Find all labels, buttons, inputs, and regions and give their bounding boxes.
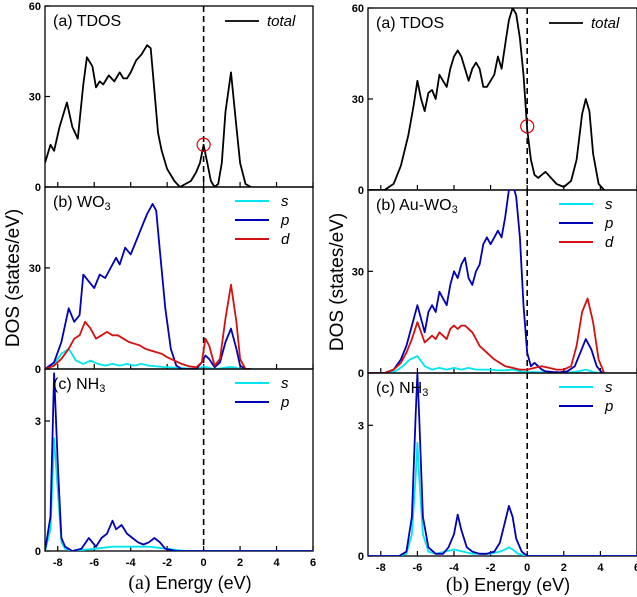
panel-left-c: 0 3 -8 -6 -4 -2 0 2 4 6 (c) NH3 sp [35, 368, 316, 569]
panel-title: (b) Au-WO3 [376, 197, 458, 216]
x-axis-label-text: Energy (eV) [151, 573, 252, 593]
legend-label-total: total [267, 13, 296, 30]
panel-frame [367, 372, 637, 557]
panel-right-b: 0 30 (b) Au-WO3 spd [352, 189, 637, 380]
panel-frame [44, 5, 314, 188]
y-tick-label: 3 [35, 416, 41, 428]
series-line-s [45, 437, 313, 551]
x-axis-label-left: (a) Energy (eV) [128, 572, 251, 594]
series-line-p [368, 190, 603, 373]
series-line-s [45, 347, 255, 369]
x-tick-label: 4 [597, 562, 604, 574]
y-tick-label: 0 [35, 546, 41, 558]
y-tick-label: 0 [358, 185, 364, 197]
y-axis-label-left: DOS (states/eV) [3, 209, 24, 347]
x-tick-label: 6 [634, 562, 637, 574]
series-line-total [45, 44, 252, 187]
series-line-p [368, 373, 637, 556]
x-tick-label: 2 [561, 562, 567, 574]
series-line-d [368, 297, 605, 373]
y-tick-label: 0 [35, 364, 41, 376]
series-line-d [45, 283, 251, 369]
x-tick-label: 0 [524, 562, 530, 574]
legend-label-p: p [604, 398, 613, 415]
series-line-p [45, 202, 251, 369]
x-tick-label: -4 [449, 562, 460, 574]
legend-label-p: p [280, 394, 289, 411]
y-tick-label: 0 [358, 368, 364, 380]
legend-label-p: p [604, 215, 613, 232]
x-axis-label-text: Energy (eV) [469, 575, 570, 595]
panel-right-a: 0 30 60 (a) TDOS total [352, 3, 637, 197]
y-tick-label: 30 [29, 263, 41, 275]
legend-label-s: s [281, 375, 289, 392]
y-tick-label: 0 [35, 182, 41, 194]
legend-label-d: d [605, 234, 614, 251]
x-tick-label: 0 [201, 557, 207, 569]
series-group [45, 372, 313, 551]
series-line-total [368, 8, 605, 190]
y-tick-label: 60 [29, 1, 41, 13]
y-tick-label: 60 [352, 3, 364, 15]
legend-label-s: s [605, 196, 613, 213]
x-tick-label: 4 [273, 557, 280, 569]
y-tick-label: 3 [358, 420, 364, 432]
panel-title: (c) NH3 [53, 376, 105, 395]
panel-right-c: 0 3 -8 -6 -4 -2 0 2 4 6 (c) NH3 sp [358, 372, 637, 574]
y-axis-label-right: DOS (states/eV) [327, 213, 348, 351]
x-tick-label: -6 [413, 562, 423, 574]
legend-label-s: s [605, 379, 613, 396]
legend-label-p: p [280, 212, 289, 229]
x-tick-label: -6 [89, 557, 99, 569]
panel-title: (c) NH3 [376, 380, 428, 399]
panel-left-a: 0 30 60 (a) TDOS total [29, 1, 314, 194]
fermi-marker-circle [520, 119, 535, 134]
series-line-s [368, 441, 637, 556]
legend-label-s: s [281, 193, 289, 210]
x-axis-label-right: (b) Energy (eV) [446, 574, 570, 596]
x-tick-label: -2 [486, 562, 496, 574]
x-tick-label: -2 [162, 557, 172, 569]
series-group [368, 373, 637, 556]
panel-title: (b) WO3 [53, 194, 111, 213]
x-tick-label: -8 [376, 562, 386, 574]
x-tick-label: -8 [53, 557, 63, 569]
panel-title: (a) TDOS [53, 13, 121, 30]
panel-left-b: 0 30 (b) WO3 spd [29, 186, 314, 376]
x-tick-label: 6 [310, 557, 316, 569]
y-tick-label: 30 [352, 266, 364, 278]
series-line-p [45, 372, 313, 551]
legend-label-total: total [591, 15, 620, 32]
y-tick-label: 30 [352, 94, 364, 106]
legend-label-d: d [281, 231, 290, 248]
x-tick-label: -4 [126, 557, 137, 569]
panel-tag: (a) [128, 572, 150, 594]
panel-title: (a) TDOS [376, 15, 444, 32]
series-group [45, 202, 255, 369]
panel-frame [367, 7, 637, 191]
y-tick-label: 30 [29, 92, 41, 104]
fermi-marker-circle [196, 137, 211, 152]
y-tick-label: 0 [358, 551, 364, 563]
series-group [368, 8, 605, 190]
x-tick-label: 2 [237, 557, 243, 569]
panel-tag: (b) [446, 574, 469, 596]
panel-frame [44, 368, 314, 552]
series-group [45, 44, 252, 187]
